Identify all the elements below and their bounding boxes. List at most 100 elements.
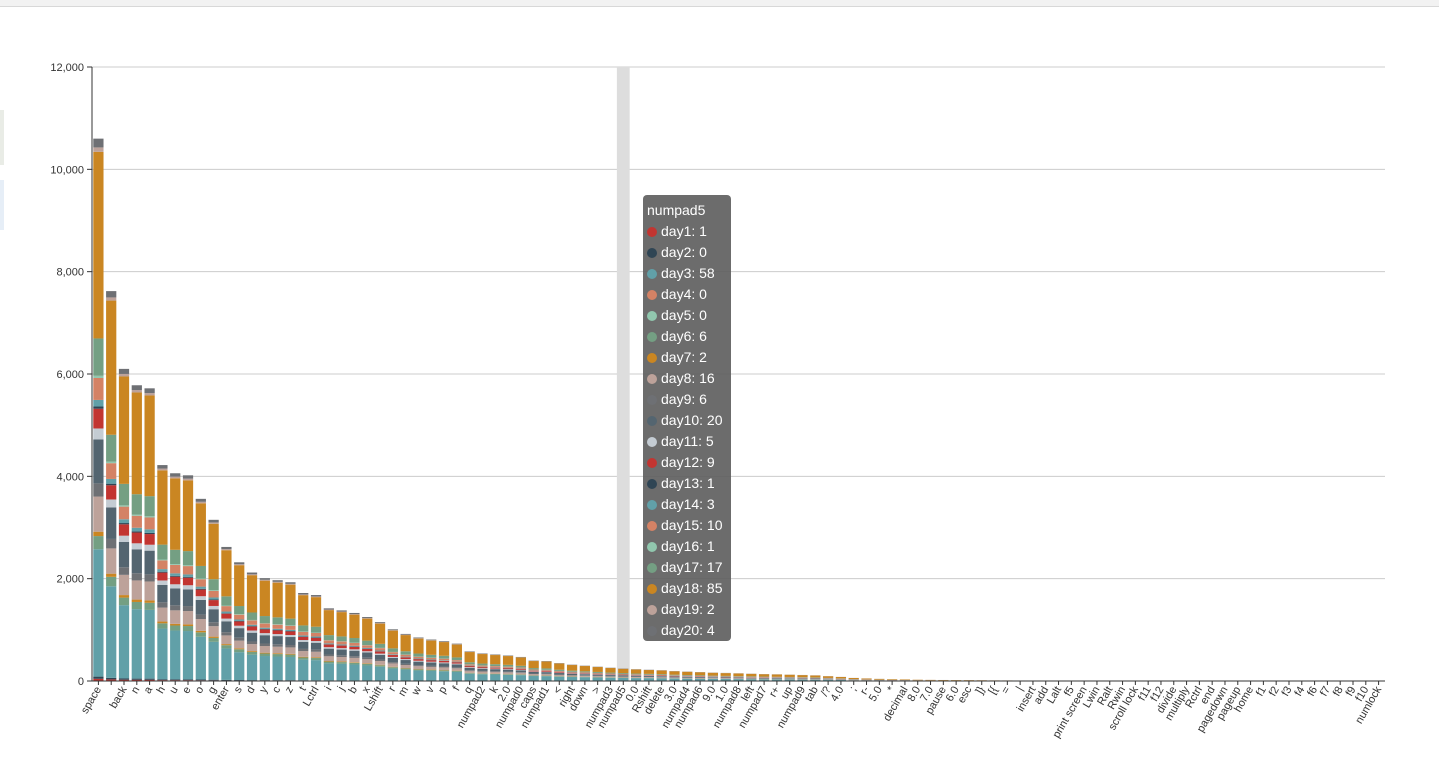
- bar-segment[interactable]: [336, 663, 347, 681]
- bar-segment[interactable]: [182, 574, 194, 577]
- bar-stack[interactable]: [554, 663, 565, 681]
- bar-segment[interactable]: [579, 673, 590, 674]
- bar-segment[interactable]: [707, 677, 719, 678]
- bar-stack[interactable]: [387, 629, 398, 681]
- bar-segment[interactable]: [336, 661, 347, 663]
- bar-segment[interactable]: [323, 647, 334, 649]
- bar-segment[interactable]: [490, 666, 501, 668]
- bar-segment[interactable]: [477, 668, 488, 671]
- bar-segment[interactable]: [131, 385, 142, 391]
- bar-segment[interactable]: [413, 653, 424, 657]
- bar-segment[interactable]: [298, 594, 309, 596]
- bar-segment[interactable]: [707, 678, 719, 681]
- bar-segment[interactable]: [118, 535, 130, 543]
- bar-segment[interactable]: [208, 622, 219, 627]
- bar-segment[interactable]: [259, 656, 270, 681]
- bar-segment[interactable]: [259, 652, 270, 654]
- bar-segment[interactable]: [426, 659, 437, 661]
- bar-segment[interactable]: [106, 507, 117, 539]
- bar-segment[interactable]: [720, 675, 731, 677]
- bar-segment[interactable]: [720, 673, 731, 676]
- bar-segment[interactable]: [477, 654, 488, 664]
- bar-segment[interactable]: [541, 669, 552, 671]
- bar-segment[interactable]: [374, 666, 386, 681]
- bar-segment[interactable]: [285, 584, 296, 619]
- bar-segment[interactable]: [336, 648, 347, 650]
- bar-stack[interactable]: [310, 595, 322, 681]
- bar-stack[interactable]: [323, 608, 334, 681]
- bar-segment[interactable]: [502, 668, 514, 670]
- bar-stack[interactable]: [733, 673, 744, 681]
- bar-stack[interactable]: [234, 562, 245, 681]
- bar-segment[interactable]: [285, 637, 296, 646]
- bar-segment[interactable]: [426, 662, 437, 666]
- bar-segment[interactable]: [246, 626, 258, 631]
- bar-segment[interactable]: [118, 524, 130, 536]
- bar-segment[interactable]: [285, 583, 296, 585]
- bar-segment[interactable]: [246, 632, 258, 642]
- bar-segment[interactable]: [144, 393, 155, 396]
- bar-segment[interactable]: [157, 621, 168, 624]
- bar-segment[interactable]: [374, 651, 386, 654]
- bar-segment[interactable]: [451, 663, 462, 665]
- bar-segment[interactable]: [323, 640, 334, 644]
- bar-segment[interactable]: [298, 636, 309, 641]
- bar-segment[interactable]: [298, 592, 309, 595]
- bar-stack[interactable]: [144, 388, 155, 681]
- bar-segment[interactable]: [490, 674, 501, 681]
- bar-segment[interactable]: [144, 544, 155, 551]
- bar-segment[interactable]: [362, 617, 373, 619]
- bar-segment[interactable]: [208, 636, 219, 638]
- bar-segment[interactable]: [336, 649, 347, 656]
- bar-segment[interactable]: [208, 579, 219, 591]
- bar-segment[interactable]: [234, 648, 245, 650]
- bar-segment[interactable]: [490, 673, 501, 675]
- bar-stack[interactable]: [502, 655, 514, 681]
- bar-segment[interactable]: [400, 635, 411, 652]
- bar-segment[interactable]: [118, 505, 130, 507]
- bar-segment[interactable]: [272, 656, 283, 681]
- bar-segment[interactable]: [554, 670, 565, 672]
- bar-segment[interactable]: [298, 625, 309, 632]
- bar-segment[interactable]: [336, 611, 347, 613]
- bar-segment[interactable]: [694, 678, 706, 681]
- bar-segment[interactable]: [259, 646, 270, 653]
- bar-segment[interactable]: [208, 523, 219, 580]
- bar-segment[interactable]: [349, 614, 360, 615]
- bar-segment[interactable]: [592, 674, 603, 676]
- bar-stack[interactable]: [822, 676, 834, 681]
- bar-segment[interactable]: [669, 671, 680, 675]
- bar-segment[interactable]: [400, 659, 411, 661]
- bar-segment[interactable]: [195, 578, 206, 580]
- bar-segment[interactable]: [387, 654, 398, 655]
- bar-segment[interactable]: [259, 633, 270, 636]
- bar-segment[interactable]: [195, 599, 206, 615]
- bar-segment[interactable]: [682, 676, 693, 678]
- bar-segment[interactable]: [387, 630, 398, 649]
- bar-segment[interactable]: [106, 483, 117, 486]
- bar-segment[interactable]: [93, 549, 104, 677]
- bar-segment[interactable]: [771, 678, 783, 679]
- bar-segment[interactable]: [630, 678, 642, 681]
- bar-segment[interactable]: [541, 668, 552, 670]
- bar-segment[interactable]: [784, 679, 795, 681]
- bar-segment[interactable]: [694, 672, 706, 676]
- bar-segment[interactable]: [106, 463, 117, 479]
- bar-segment[interactable]: [746, 673, 757, 677]
- bar-segment[interactable]: [298, 631, 309, 636]
- bar-segment[interactable]: [618, 673, 629, 675]
- bar-segment[interactable]: [451, 644, 462, 658]
- bar-segment[interactable]: [157, 465, 168, 469]
- bar-segment[interactable]: [310, 596, 322, 598]
- bar-segment[interactable]: [579, 671, 590, 673]
- bar-segment[interactable]: [106, 499, 117, 508]
- bar-segment[interactable]: [118, 542, 130, 568]
- bar-segment[interactable]: [400, 657, 411, 660]
- bar-segment[interactable]: [669, 677, 680, 679]
- bar-segment[interactable]: [144, 602, 155, 610]
- bar-stack[interactable]: [438, 641, 450, 681]
- bar-segment[interactable]: [259, 578, 270, 580]
- bar-segment[interactable]: [170, 549, 181, 565]
- bar-segment[interactable]: [374, 648, 386, 651]
- bar-segment[interactable]: [387, 662, 398, 664]
